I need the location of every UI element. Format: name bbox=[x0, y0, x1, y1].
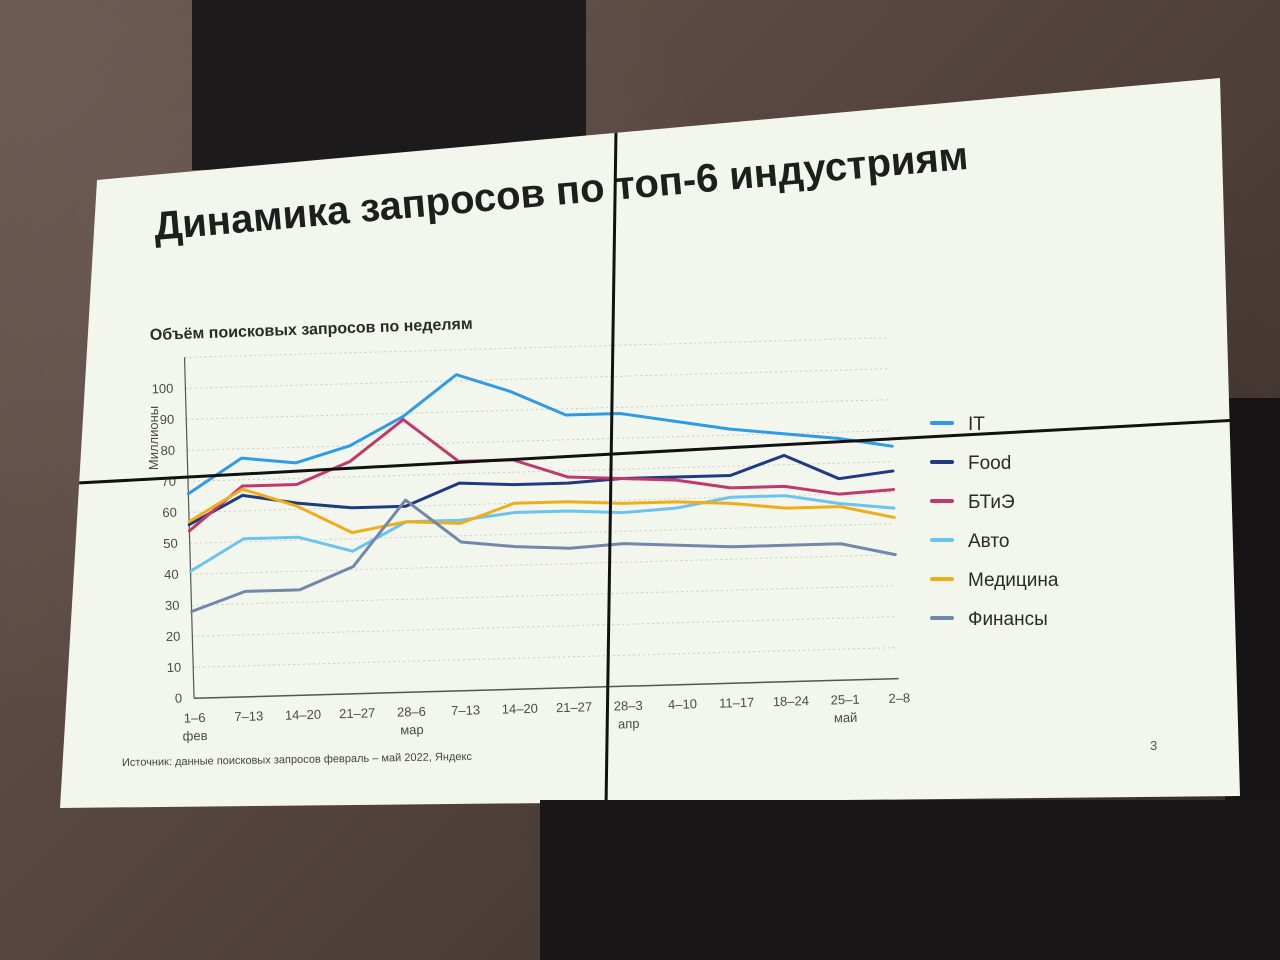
gridline bbox=[185, 368, 891, 389]
x-tick-label: 28–3 bbox=[614, 698, 643, 714]
gridline bbox=[194, 677, 899, 700]
series-line-Финансы bbox=[190, 498, 897, 614]
chart-legend: IT Food БТиЭ Авто Медицина Финансы bbox=[930, 414, 1059, 630]
y-axis-line bbox=[183, 357, 195, 699]
x-tick-label: 14–20 bbox=[285, 707, 322, 723]
screen-seam-horizontal bbox=[60, 418, 1240, 486]
x-month-label: мар bbox=[400, 722, 424, 738]
x-tick-label: 18–24 bbox=[773, 693, 810, 709]
x-tick-label: 11–17 bbox=[719, 695, 755, 711]
x-tick-label: 14–20 bbox=[502, 701, 539, 717]
legend-label-БТиЭ: БТиЭ bbox=[968, 492, 1015, 513]
screen-seam-vertical bbox=[604, 129, 618, 808]
slide-screen: Динамика запросов по топ-6 индустриям Об… bbox=[60, 78, 1240, 808]
y-tick-label: 50 bbox=[163, 536, 178, 551]
y-tick-label: 20 bbox=[166, 629, 181, 644]
y-axis-label: Миллионы bbox=[146, 406, 161, 470]
legend-label-Авто: Авто bbox=[968, 531, 1009, 552]
line-chart: 0 10 20 30 40 50 60 70 80 90 100 1–6 7–13 14–20 21–27 2… bbox=[151, 337, 910, 744]
gridline bbox=[192, 616, 898, 637]
y-tick-label: 100 bbox=[151, 381, 173, 397]
legend-label-Финансы: Финансы bbox=[968, 609, 1048, 630]
series-line-IT bbox=[186, 373, 894, 496]
legend-label-IT: IT bbox=[968, 414, 985, 435]
series-line-Food bbox=[187, 453, 895, 527]
chart-subtitle: Объём поисковых запросов по неделям bbox=[150, 316, 473, 344]
gridline bbox=[184, 337, 890, 358]
x-tick-label: 1–6 bbox=[184, 710, 206, 726]
y-tick-label: 40 bbox=[164, 567, 179, 582]
page-number: 3 bbox=[1150, 738, 1157, 753]
slide-svg: Динамика запросов по топ-6 индустриям Об… bbox=[60, 129, 1240, 808]
x-tick-label: 4–10 bbox=[668, 696, 697, 712]
gridline bbox=[193, 647, 898, 668]
gridline bbox=[189, 523, 895, 544]
x-month-label: май bbox=[834, 710, 858, 726]
series-line-Авто bbox=[189, 494, 896, 573]
y-tick-label: 80 bbox=[160, 443, 175, 458]
gridline bbox=[190, 554, 896, 575]
series-line-Медицина bbox=[187, 487, 896, 535]
legend-label-Food: Food bbox=[968, 453, 1011, 474]
x-tick-label: 21–27 bbox=[556, 699, 593, 715]
y-tick-label: 90 bbox=[160, 412, 175, 427]
backdrop-panel-bottom bbox=[540, 800, 1280, 960]
series-line-БТиЭ bbox=[187, 418, 895, 533]
y-tick-label: 10 bbox=[167, 660, 182, 675]
x-month-label: фев bbox=[182, 728, 207, 744]
x-tick-label: 7–13 bbox=[451, 702, 480, 718]
y-tick-label: 0 bbox=[175, 691, 183, 706]
legend-label-Медицина: Медицина bbox=[968, 570, 1059, 591]
y-tick-label: 60 bbox=[162, 505, 177, 520]
source-note: Источник: данные поисковых запросов февр… bbox=[122, 751, 473, 769]
x-tick-label: 28–6 bbox=[397, 704, 426, 720]
x-month-label: апр bbox=[618, 716, 640, 732]
x-tick-label: 25–1 bbox=[830, 692, 859, 708]
x-tick-label: 7–13 bbox=[234, 708, 263, 724]
y-tick-label: 70 bbox=[161, 474, 176, 489]
x-tick-label: 21–27 bbox=[339, 705, 376, 721]
x-tick-label: 2–8 bbox=[888, 690, 910, 706]
y-tick-label: 30 bbox=[165, 598, 180, 613]
